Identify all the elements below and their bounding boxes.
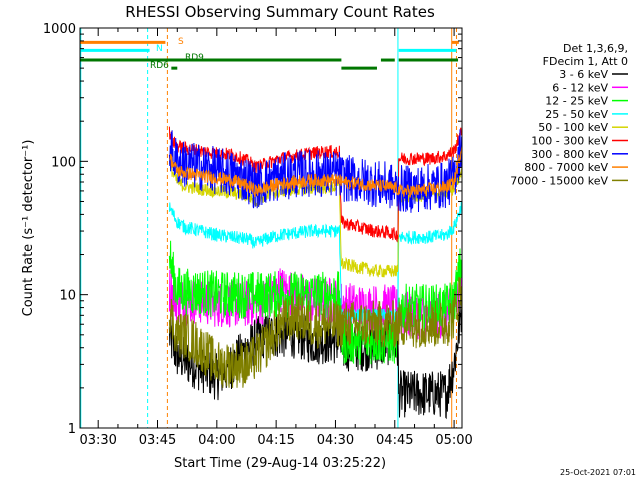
legend-label-6-12-kev: 6 - 12 keV bbox=[552, 81, 608, 94]
legend-label-25-50-kev: 25 - 50 keV bbox=[545, 108, 608, 121]
x-tick-label-03-30: 03:30 bbox=[79, 433, 116, 448]
legend-label-3-6-kev: 3 - 6 keV bbox=[559, 68, 608, 81]
legend-label-100-300-kev: 100 - 300 keV bbox=[531, 135, 608, 148]
x-tick-label-04-15: 04:15 bbox=[257, 433, 294, 448]
legend-label-12-25-kev: 12 - 25 keV bbox=[545, 95, 608, 108]
series-line-300-800-kev bbox=[168, 129, 462, 213]
flag-label-rd9: RD9 bbox=[185, 53, 204, 63]
date-stamp: 25-Oct-2021 07:01 bbox=[560, 468, 636, 477]
y-tick-label-10: 10 bbox=[59, 289, 76, 304]
y-tick-label-100: 100 bbox=[51, 155, 76, 170]
x-axis-label: Start Time (29-Aug-14 03:25:22) bbox=[174, 456, 386, 471]
legend-header-line-1: Det 1,3,6,9, bbox=[563, 42, 628, 55]
legend-label-800-7000-kev: 800 - 7000 keV bbox=[524, 161, 608, 174]
x-tick-label-04-00: 04:00 bbox=[198, 433, 235, 448]
x-tick-label-04-45: 04:45 bbox=[376, 433, 413, 448]
legend-header-line-2: FDecim 1, Att 0 bbox=[543, 55, 628, 68]
x-tick-label-05-00: 05:00 bbox=[435, 433, 472, 448]
flag-label-s: S bbox=[178, 37, 184, 47]
x-tick-label-03-45: 03:45 bbox=[139, 433, 176, 448]
legend-label-300-800-kev: 300 - 800 keV bbox=[531, 148, 608, 161]
plot-frame bbox=[79, 27, 463, 429]
chart-title: RHESSI Observing Summary Count Rates bbox=[125, 3, 435, 21]
series-line-25-50-kev bbox=[168, 201, 462, 322]
y-tick-label-1000: 1000 bbox=[43, 22, 76, 37]
y-tick-label-1: 1 bbox=[68, 422, 76, 437]
series-line-7000-15000-kev bbox=[168, 277, 462, 388]
legend-label-7000-15000-kev: 7000 - 15000 keV bbox=[510, 174, 608, 187]
series-line-12-25-kev bbox=[168, 240, 462, 365]
flag-label-rd6: RD6 bbox=[150, 61, 169, 71]
x-tick-label-04-30: 04:30 bbox=[317, 433, 354, 448]
y-axis-label: Count Rate (s⁻¹ detector⁻¹) bbox=[21, 140, 36, 317]
flag-label-n: N bbox=[156, 44, 163, 54]
legend-label-50-100-kev: 50 - 100 keV bbox=[538, 121, 608, 134]
series-line-800-7000-kev bbox=[169, 146, 462, 198]
